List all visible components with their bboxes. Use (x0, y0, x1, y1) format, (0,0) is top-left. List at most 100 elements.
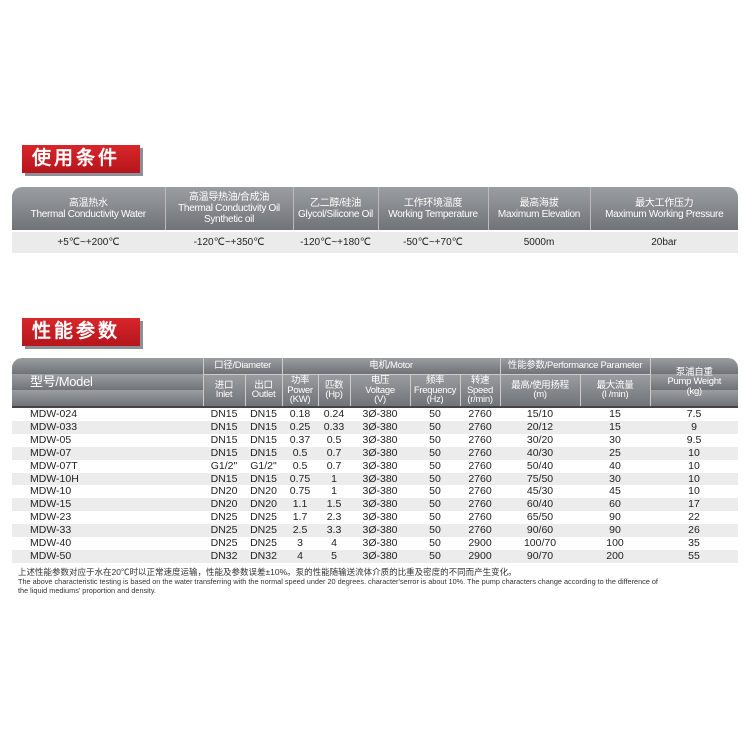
table-cell: 17 (650, 498, 739, 512)
table-cell: MDW-07 (12, 446, 203, 460)
header-line: 出口 (254, 379, 273, 391)
table-cell: 30 (609, 433, 621, 446)
table-row: MDW-10 DN20 DN20 0.75 1 3Ø-380 50 2760 45/30 45 10 (12, 485, 738, 498)
table-cell: MDW-024 (12, 406, 203, 421)
table-cell: MDW-40 (30, 537, 72, 550)
condition-value: -120℃~+350℃ (165, 230, 293, 253)
condition-value: -120℃~+180℃ (293, 230, 378, 253)
header-line: Thermal Conductivity Oil (178, 203, 280, 214)
table-cell: DN20 (203, 498, 245, 512)
header-line: Maximum Working Pressure (605, 208, 724, 220)
header-line: (kg) (686, 385, 702, 397)
table-cell: 2760 (460, 420, 501, 434)
performance-table: 型号/Model 口径/Diameter 电机/Motor 性能参数/Perfo… (12, 358, 739, 563)
table-cell: 30 (580, 472, 651, 486)
table-cell: 9.5 (686, 433, 702, 446)
table-cell: MDW-10 (30, 485, 72, 498)
header-line: Voltage (365, 384, 395, 396)
table-cell: DN15 (203, 420, 245, 434)
header-line: (KW) (289, 394, 311, 405)
table-cell: 35 (688, 537, 700, 550)
header-line: (r/min) (467, 394, 493, 405)
table-cell: 45 (609, 485, 621, 498)
table-cell: 3Ø-380 (362, 537, 398, 550)
table-cell: 50 (410, 446, 461, 460)
table-cell: DN15 (245, 420, 283, 434)
table-cell: 0.5 (292, 459, 308, 472)
table-cell: 3.3 (318, 524, 351, 538)
header-line: Glycol/Silicone Oil (298, 208, 373, 220)
table-row: MDW-33 DN25 DN25 2.5 3.3 3Ø-380 50 2760 90/60 90 2… (12, 524, 739, 538)
table-cell: 90 (609, 511, 621, 524)
header-weight: 泵浦自重 Pump Weight (kg) (650, 358, 739, 408)
condition-value: 5000m (488, 230, 590, 253)
table-cell: 100 (606, 537, 624, 550)
table-cell: 0.7 (318, 446, 351, 460)
condition-header: 高温导热油/合成油 Thermal Conductivity Oil Synthet… (165, 187, 294, 231)
table-cell: DN25 (210, 537, 238, 550)
table-cell: 50 (410, 420, 461, 434)
table-cell: MDW-23 (30, 511, 72, 524)
header-diameter: 口径/Diameter (203, 358, 283, 375)
table-cell: 2.3 (326, 511, 342, 524)
header-line: 最大流量 (596, 379, 634, 391)
table-cell: 20/12 (500, 420, 581, 434)
table-cell: 75/50 (500, 472, 581, 486)
table-cell: 0.24 (318, 406, 351, 421)
table-cell: 15 (580, 406, 651, 421)
table-cell: 2760 (468, 433, 492, 446)
table-cell: DN15 (245, 406, 283, 421)
table-cell: 2760 (460, 446, 501, 460)
section-title-performance: 性能参数 (22, 318, 140, 346)
table-cell: 45/30 (526, 485, 554, 498)
header-line: Working Temperature (388, 208, 478, 220)
table-cell: 3Ø-380 (350, 472, 411, 486)
header-line: 最大工作压力 (635, 197, 694, 209)
table-cell: 2900 (468, 537, 492, 550)
conditions-table: 高温热水 Thermal Conductivity Water 高温导热油/合成油 T… (12, 187, 738, 253)
table-cell: 2900 (460, 549, 501, 563)
header-motor: 电机/Motor (282, 358, 501, 375)
condition-value: -50℃~+70℃ (378, 230, 488, 253)
header-line: Maximum Elevation (497, 208, 581, 220)
table-cell: G1/2" (250, 459, 277, 472)
table-cell: 7.5 (650, 406, 739, 421)
table-cell: 50 (410, 549, 461, 563)
header-line: (m) (533, 389, 547, 401)
table-cell: 10 (688, 485, 700, 498)
table-cell: DN20 (250, 485, 277, 498)
table-cell: 50 (410, 498, 461, 512)
table-cell: 2760 (460, 498, 501, 512)
table-cell: 40/30 (500, 446, 581, 460)
table-cell: 22 (688, 511, 700, 524)
table-cell: 50/40 (526, 459, 554, 472)
table-cell: 3Ø-380 (350, 498, 411, 512)
table-row: MDW-23 DN25 DN25 1.7 2.3 3Ø-380 50 2760 65/50 90 2… (12, 511, 738, 524)
table-cell: 3Ø-380 (362, 459, 398, 472)
table-row: MDW-50 DN32 DN32 4 5 3Ø-380 50 2900 90/70 200 55 (12, 549, 739, 563)
table-row: MDW-033 DN15 DN15 0.25 0.33 3Ø-380 50 2760 20/12… (12, 420, 739, 434)
table-cell: DN15 (203, 472, 245, 486)
subheader: 进口 Inlet (203, 374, 246, 408)
table-row: MDW-10H DN15 DN15 0.75 1 3Ø-380 50 2760 75/50 30 1… (12, 472, 739, 486)
subheader: 出口 Outlet (245, 374, 283, 408)
table-cell: 3Ø-380 (350, 524, 411, 538)
table-cell: DN25 (250, 537, 277, 550)
table-cell: 15 (580, 420, 651, 434)
table-cell: 40 (609, 459, 621, 472)
subheader: 匹数 (Hp) (318, 374, 351, 408)
table-cell: 200 (580, 549, 651, 563)
table-cell: DN20 (245, 498, 283, 512)
note-cn: 上述性能参数对应于水在20℃时以正常速度运输，性能及参数误差±10%。泵的性能随… (18, 567, 517, 577)
table-cell: 9 (650, 420, 739, 434)
table-cell: MDW-033 (12, 420, 203, 434)
header-line: Frequency (413, 384, 457, 396)
table-cell: 2.5 (282, 524, 319, 538)
condition-header: 最大工作压力 Maximum Working Pressure (590, 187, 738, 231)
header-line: 最高/使用扬程 (511, 379, 569, 391)
header-line: 工作环境温度 (403, 197, 463, 209)
table-cell: 50 (429, 537, 441, 550)
header-line: 电压 (370, 375, 390, 386)
table-cell: 3Ø-380 (362, 433, 398, 446)
subheader: 功率 Power (KW) (282, 374, 319, 408)
